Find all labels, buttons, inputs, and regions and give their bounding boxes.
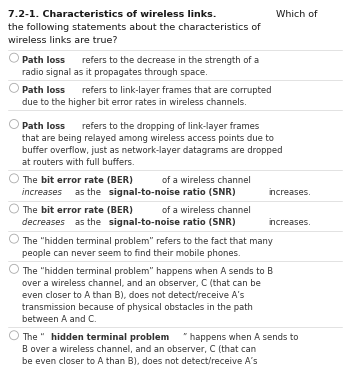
Circle shape: [9, 120, 19, 128]
Text: buffer overflow, just as network-layer datagrams are dropped: buffer overflow, just as network-layer d…: [22, 146, 282, 155]
Text: Path loss: Path loss: [22, 122, 68, 131]
Text: Which of: Which of: [276, 10, 317, 18]
Text: transmission because of physical obstacles in the path: transmission because of physical obstacl…: [22, 303, 253, 312]
Circle shape: [9, 331, 19, 340]
Circle shape: [9, 174, 19, 183]
Text: the following statements about the characteristics of: the following statements about the chara…: [8, 23, 260, 32]
Text: people can never seem to find their mobile phones.: people can never seem to find their mobi…: [22, 249, 241, 258]
Text: The “hidden terminal problem” refers to the fact that many: The “hidden terminal problem” refers to …: [22, 237, 273, 246]
Text: bit error rate (BER): bit error rate (BER): [41, 206, 136, 215]
Text: Path loss: Path loss: [22, 56, 68, 65]
Text: as the: as the: [75, 218, 101, 228]
Text: refers to the dropping of link-layer frames: refers to the dropping of link-layer fra…: [83, 122, 260, 131]
Text: refers to the decrease in the strength of a: refers to the decrease in the strength o…: [83, 56, 260, 65]
Text: refers to link-layer frames that are corrupted: refers to link-layer frames that are cor…: [83, 86, 272, 95]
Text: between A and C.: between A and C.: [22, 315, 97, 324]
Text: that are being relayed among wireless access points due to: that are being relayed among wireless ac…: [22, 134, 274, 143]
Text: at routers with full buffers.: at routers with full buffers.: [22, 158, 135, 167]
Text: ” happens when A sends to: ” happens when A sends to: [183, 333, 298, 342]
Text: due to the higher bit error rates in wireless channels.: due to the higher bit error rates in wir…: [22, 98, 247, 107]
Text: 7.2-1. Characteristics of wireless links.: 7.2-1. Characteristics of wireless links…: [8, 10, 220, 18]
Text: increases.: increases.: [268, 188, 311, 197]
Text: B over a wireless channel, and an observer, C (that can: B over a wireless channel, and an observ…: [22, 345, 256, 354]
Text: increases.: increases.: [268, 218, 311, 228]
Text: increases: increases: [22, 188, 64, 197]
Text: signal-to-noise ratio (SNR): signal-to-noise ratio (SNR): [109, 188, 239, 197]
Text: The “: The “: [22, 333, 45, 342]
Circle shape: [9, 204, 19, 213]
Text: even closer to A than B), does not detect/receive A’s: even closer to A than B), does not detec…: [22, 291, 244, 300]
Text: hidden terminal problem: hidden terminal problem: [51, 333, 169, 342]
Text: The: The: [22, 206, 38, 215]
Text: The: The: [22, 176, 38, 185]
Text: signal-to-noise ratio (SNR): signal-to-noise ratio (SNR): [109, 218, 239, 228]
Text: Path loss: Path loss: [22, 86, 68, 95]
Text: of a wireless channel: of a wireless channel: [162, 206, 251, 215]
Text: wireless links are true?: wireless links are true?: [8, 36, 118, 45]
Text: as the: as the: [75, 188, 101, 197]
Text: bit error rate (BER): bit error rate (BER): [41, 176, 136, 185]
Text: The “hidden terminal problem” happens when A sends to B: The “hidden terminal problem” happens wh…: [22, 267, 273, 276]
Text: over a wireless channel, and an observer, C (that can be: over a wireless channel, and an observer…: [22, 279, 261, 288]
Text: radio signal as it propagates through space.: radio signal as it propagates through sp…: [22, 68, 208, 77]
Circle shape: [9, 264, 19, 273]
Text: be even closer to A than B), does not detect/receive A’s: be even closer to A than B), does not de…: [22, 357, 258, 366]
Circle shape: [9, 83, 19, 92]
Circle shape: [9, 53, 19, 62]
Circle shape: [9, 234, 19, 243]
Text: of a wireless channel: of a wireless channel: [162, 176, 251, 185]
Text: decreases: decreases: [22, 218, 67, 228]
